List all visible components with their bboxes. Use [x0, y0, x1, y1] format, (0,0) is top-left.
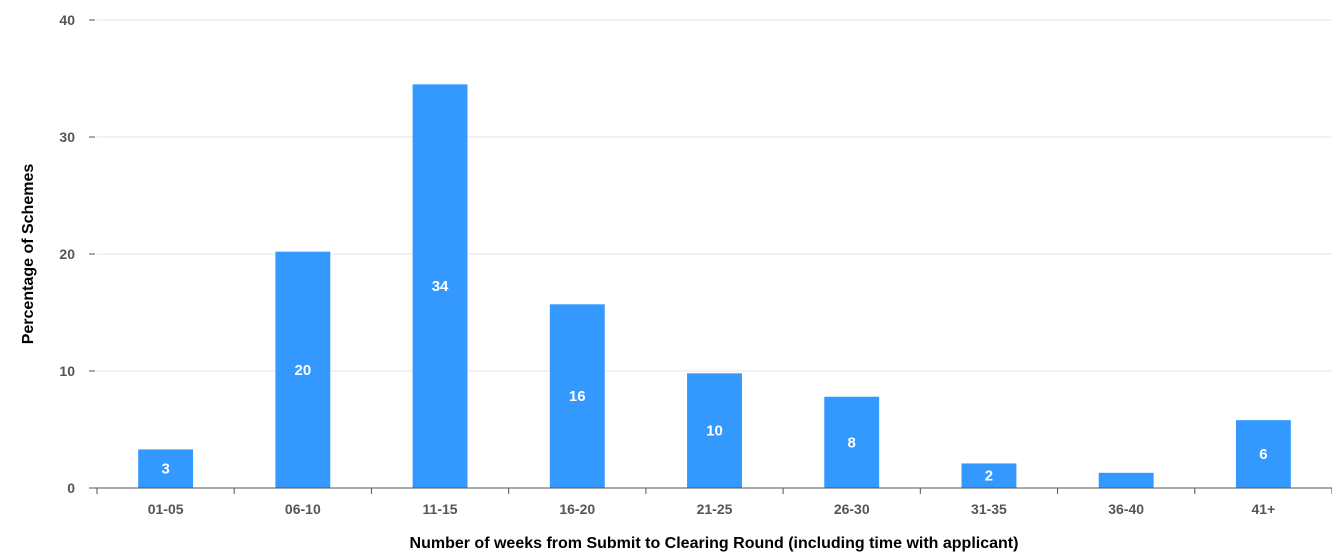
bars [138, 84, 1291, 488]
x-tick-label: 36-40 [1108, 501, 1144, 517]
x-tick-label: 21-25 [697, 501, 733, 517]
bar-36-40 [1098, 472, 1154, 488]
x-tick-label: 31-35 [971, 501, 1007, 517]
y-tick-label: 10 [59, 363, 75, 379]
data-label: 6 [1259, 446, 1267, 463]
data-label: 16 [569, 388, 586, 405]
data-label: 3 [161, 461, 169, 478]
x-tick-label: 06-10 [285, 501, 321, 517]
data-label: 10 [706, 423, 723, 440]
bar-41+ [1235, 420, 1291, 488]
x-axis-title: Number of weeks from Submit to Clearing … [410, 535, 1019, 552]
data-label: 8 [848, 434, 856, 451]
y-tick-label: 20 [59, 246, 75, 262]
y-tick-label: 30 [59, 129, 75, 145]
bar-16-20 [549, 304, 605, 488]
x-tick-label: 41+ [1252, 501, 1276, 517]
x-tick-label: 01-05 [148, 501, 184, 517]
y-tick-label: 40 [59, 12, 75, 28]
bar-26-30 [824, 396, 880, 488]
bar-11-15 [412, 84, 468, 488]
data-label: 34 [432, 278, 449, 295]
bar-01-05 [138, 449, 194, 488]
x-tick-label: 11-15 [423, 501, 458, 517]
y-tick-label: 0 [67, 480, 75, 496]
x-tick-label: 16-20 [559, 501, 595, 517]
bar-06-10 [275, 251, 331, 488]
labels: 0 10 20 30 40 3 01-05 20 06-10 34 11-15 16 16-20 10 21… [59, 12, 1275, 517]
data-label: 20 [294, 362, 311, 379]
bar-21-25 [687, 373, 742, 488]
y-axis-title: Percentage of Schemes [20, 164, 37, 345]
x-tick-label: 26-30 [834, 501, 870, 517]
axes [89, 19, 1332, 494]
data-label: 2 [985, 468, 993, 485]
bar-31-35 [961, 463, 1017, 488]
